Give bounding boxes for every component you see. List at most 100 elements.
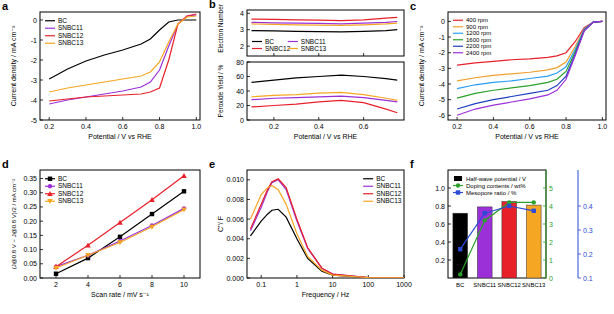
y-tick: [247, 258, 250, 259]
series-line: [457, 21, 602, 115]
legend-label: BC: [58, 175, 67, 182]
point: [85, 253, 91, 258]
y-tick-label: 2: [240, 43, 244, 50]
y-tick-label: 60: [236, 73, 244, 80]
point: [182, 189, 186, 193]
legend-label: SNBC12: [58, 32, 84, 39]
legend: BCSNBC11SNBC12SNBC13: [252, 38, 327, 52]
legend-swatch: [45, 43, 55, 44]
point: [507, 204, 511, 208]
y-tick-label: 0.3: [583, 227, 593, 234]
y-tick-label: 0.004: [226, 235, 244, 242]
legend-label: Doping contents / wt%: [466, 183, 526, 189]
y2-tick: [543, 188, 546, 189]
legend-label: 2400 rpm: [466, 50, 491, 56]
data-layer: [53, 173, 187, 276]
y-tick-label: -3: [31, 77, 37, 84]
y-axis-label: Current density / mA cm⁻²: [10, 25, 18, 106]
y-tick-label: 0.4: [583, 203, 593, 210]
x-tick: [273, 53, 274, 56]
y-tick-label: 0.35: [23, 175, 37, 182]
legend: BCSNBC11SNBC12SNBC13: [363, 175, 402, 205]
legend-swatch: [453, 46, 463, 47]
y-tick-label: 40: [236, 88, 244, 95]
y-tick: [247, 278, 250, 279]
point: [86, 253, 90, 257]
y-tick-label: -6: [439, 112, 445, 119]
x-tick-label: 1.0: [598, 123, 608, 130]
x-tick: [85, 117, 86, 120]
series-line: [457, 21, 602, 109]
y-tick: [40, 278, 43, 279]
legend-label: 400 rpm: [466, 17, 488, 23]
legend: BCSNBC11SNBC12SNBC13: [45, 17, 84, 47]
panel-letter: d: [2, 158, 9, 170]
bar: [526, 205, 541, 278]
x-tick: [196, 117, 197, 120]
y-tick: [448, 188, 451, 189]
y-tick: [40, 120, 43, 121]
x-tick-label: 0.4: [81, 123, 91, 130]
y-tick-label: 1.0: [435, 185, 445, 192]
y-tick-label: 0.30: [23, 189, 37, 196]
legend-swatch: [453, 33, 463, 34]
y-tick-label: -2: [439, 49, 445, 56]
x-tick-label: 0.2: [44, 123, 54, 130]
series-line: [56, 176, 184, 267]
series-line: [251, 92, 397, 100]
data-layer: [458, 204, 536, 252]
y2-tick: [543, 206, 546, 207]
series-line: [251, 30, 397, 32]
series-line: [457, 21, 602, 88]
x-tick-label: 10: [180, 281, 188, 288]
y-tick: [40, 100, 43, 101]
legend-swatch: [45, 20, 55, 21]
x-tick: [566, 117, 567, 120]
legend: Half-wave potential / VDoping contents /…: [453, 176, 526, 196]
legend-marker: [47, 191, 53, 196]
y-tick: [247, 179, 250, 180]
x-tick-label: 6: [118, 281, 122, 288]
y-tick-label: 3: [240, 26, 244, 33]
x-tick-label: 1.0: [191, 123, 201, 130]
data-layer: [453, 200, 541, 278]
y-tick: [448, 84, 451, 85]
legend-swatch: [288, 41, 298, 42]
y-tick: [247, 46, 250, 47]
x-axis-label: Potential / V vs RHE: [294, 133, 358, 140]
y-tick: [247, 29, 250, 30]
y-tick: [40, 206, 43, 207]
y-tick-label: 0.4: [435, 239, 445, 246]
y-tick-label: 0.20: [23, 218, 37, 225]
point: [117, 220, 123, 225]
legend-label: SNBC11: [58, 182, 83, 189]
plot-frame: [247, 170, 404, 278]
y-tick: [448, 52, 451, 53]
x-tick-label: SNBC11: [473, 282, 497, 288]
x-tick-label: SNBC13: [522, 282, 546, 288]
legend-swatch: [45, 35, 55, 36]
y-tick: [578, 230, 581, 231]
data-layer: [251, 75, 397, 113]
series-line: [457, 21, 602, 98]
y2-tick-label: 0: [549, 275, 553, 282]
y2-tick-label: 3: [549, 221, 553, 228]
y-tick-label: 0.05: [23, 260, 37, 267]
x-tick-label: 1: [295, 281, 299, 288]
panel: c-6-5-4-3-2-100.20.40.60.81.0Potential /…: [410, 0, 607, 140]
y-tick: [40, 249, 43, 250]
y-tick-label: 0.25: [23, 203, 37, 210]
x-tick-label: 0.6: [359, 123, 369, 130]
y-tick-label: 0.010: [226, 176, 244, 183]
plot-frame: [40, 12, 200, 120]
point: [53, 266, 59, 271]
y-tick-label: 80: [236, 59, 244, 66]
x-tick-label: 0.6: [118, 123, 128, 130]
panel-letter: a: [2, 0, 9, 12]
legend-swatch: [363, 178, 373, 179]
y-tick: [448, 206, 451, 207]
y-tick-label: 20: [236, 102, 244, 109]
y2-tick: [543, 224, 546, 225]
x-tick: [159, 117, 160, 120]
point: [532, 200, 536, 204]
